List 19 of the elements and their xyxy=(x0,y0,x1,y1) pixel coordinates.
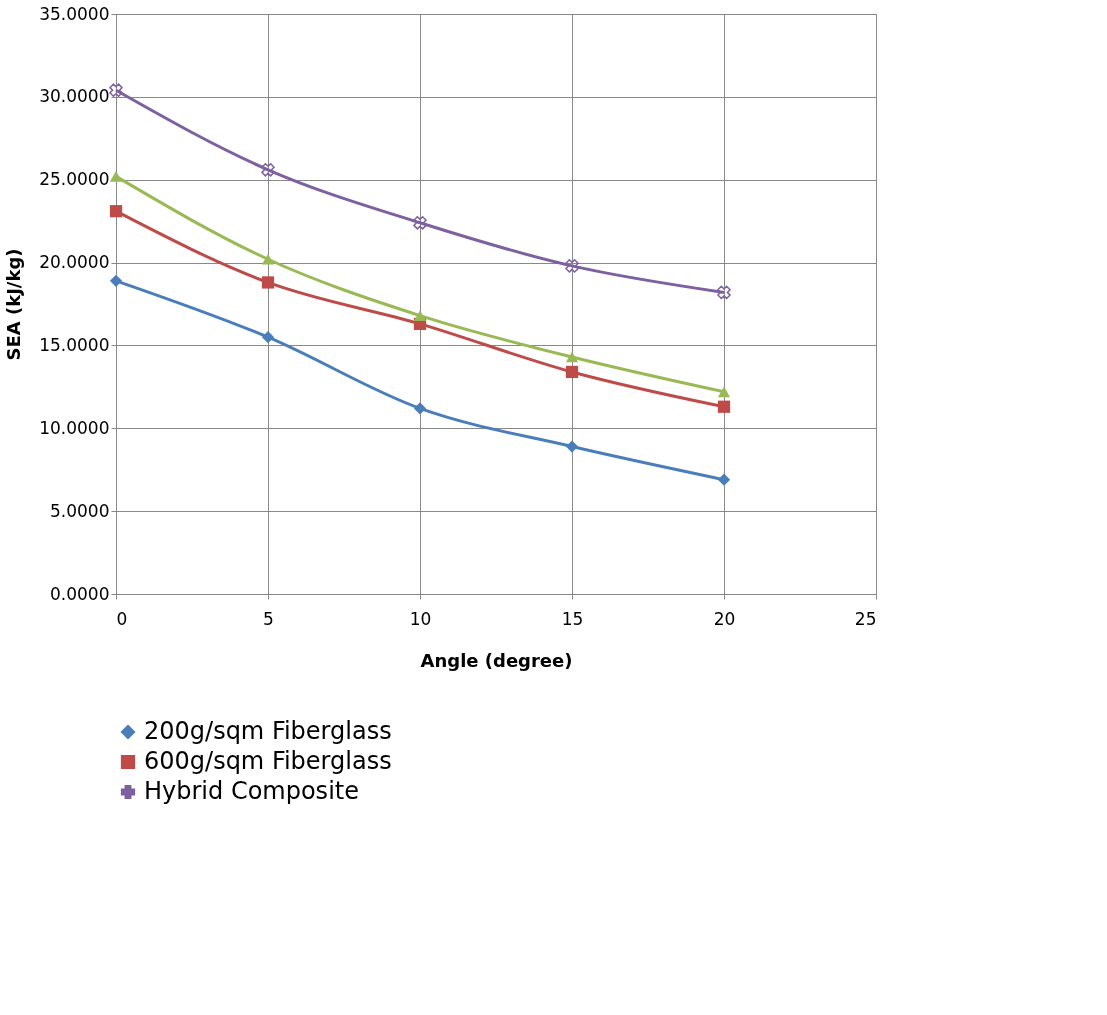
y-axis-title: SEA (kJ/kg) xyxy=(3,248,25,361)
y-tick-label: 20.0000 xyxy=(39,252,110,273)
x-tick-label: 0 xyxy=(116,608,128,629)
y-tick-label: 25.0000 xyxy=(39,169,110,190)
x-tick-label: 20 xyxy=(713,608,736,629)
y-tick-label: 0.0000 xyxy=(50,583,110,604)
y-tick-label: 15.0000 xyxy=(39,334,110,355)
y-tick-label: 35.0000 xyxy=(39,3,110,24)
legend-label: Hybrid Composite xyxy=(144,777,359,805)
y-tick-label: 5.0000 xyxy=(50,500,110,521)
legend-label: 600g/sqm Fiberglass xyxy=(144,747,392,775)
x-tick-label: 25 xyxy=(854,608,877,629)
y-tick-label: 10.0000 xyxy=(39,417,110,438)
x-tick-label: 10 xyxy=(409,608,432,629)
x-tick-label: 15 xyxy=(561,608,584,629)
x-axis-title: Angle (degree) xyxy=(420,649,573,671)
y-tick-label: 30.0000 xyxy=(39,86,110,107)
legend-label: 200g/sqm Fiberglass xyxy=(144,717,392,745)
x-tick-label: 5 xyxy=(263,608,274,629)
